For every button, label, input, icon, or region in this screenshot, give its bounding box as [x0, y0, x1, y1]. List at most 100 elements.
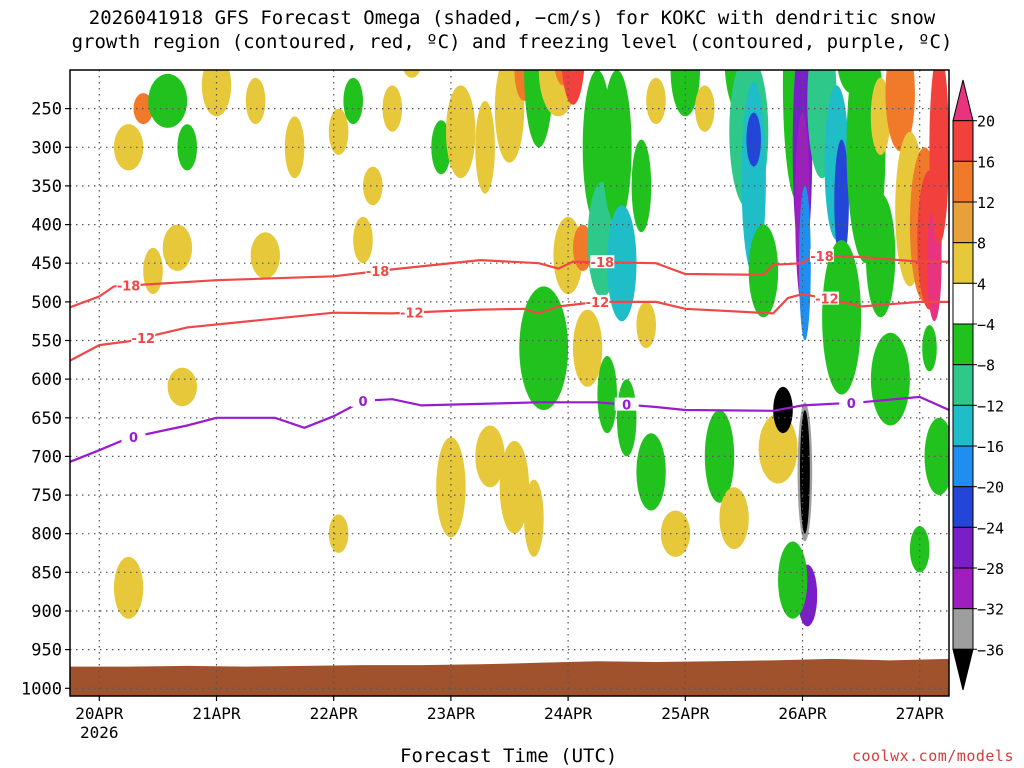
colorbar-label: −8: [977, 357, 995, 375]
colorbar-swatch: [952, 160, 974, 203]
y-tick-label: 400: [31, 216, 62, 236]
colorbar-label: 4: [977, 275, 986, 293]
y-tick-label: 450: [31, 254, 62, 274]
contour-label-bg: [131, 330, 156, 344]
contour-label: -12: [132, 332, 156, 347]
colorbar-label: −16: [977, 438, 1004, 456]
x-tick-label: 26APR: [778, 704, 827, 723]
x-tick-label: 20APR: [75, 704, 124, 723]
omega-cell: [646, 77, 666, 125]
omega-cell: [177, 124, 197, 171]
colorbar-swatch: [952, 282, 974, 325]
x-tick-label: 25APR: [661, 704, 710, 723]
omega-cell: [328, 108, 349, 155]
contour-label-bg: [351, 393, 375, 407]
omega-cell: [572, 309, 603, 387]
colorbar-label: 20: [977, 113, 995, 131]
omega-cell: [870, 332, 910, 426]
omega-cell: [148, 73, 188, 128]
omega-cell: [746, 112, 761, 167]
omega-cell: [284, 116, 305, 179]
omega-cell: [250, 232, 280, 279]
contour-label: -18: [366, 265, 390, 280]
colorbar-label: −12: [977, 397, 1004, 415]
omega-cell: [822, 239, 862, 395]
colorbar-swatch: [952, 526, 974, 569]
omega-cell: [571, 0, 586, 66]
plot-frame: [69, 69, 950, 697]
omega-cell: [113, 556, 144, 619]
omega-cell: [446, 85, 476, 179]
omega-cell: [670, 70, 700, 117]
omega-cell: [436, 437, 466, 538]
omega-cell: [328, 514, 349, 553]
y-tick-label: 750: [31, 486, 62, 506]
contour-label-bg: [590, 255, 615, 269]
omega-cell: [524, 479, 544, 557]
contour-label: 0: [622, 399, 631, 414]
omega-cell: [113, 124, 144, 171]
colorbar-label: −24: [977, 519, 1004, 537]
omega-cell: [924, 417, 949, 495]
x-tick-label: 24APR: [544, 704, 593, 723]
omega-cell: [597, 356, 617, 434]
colorbar-label: −32: [977, 601, 1004, 619]
omega-cell: [800, 410, 810, 534]
y-tick-label: 700: [31, 447, 62, 467]
y-tick-label: 550: [31, 332, 62, 352]
y-tick-label: 250: [31, 100, 62, 120]
omega-cell: [231, 24, 251, 70]
y-tick-label: 300: [31, 138, 62, 158]
chart-title-line-2: growth region (contoured, red, ºC) and f…: [71, 31, 953, 53]
omega-cell: [143, 247, 163, 295]
omega-cell: [885, 70, 915, 152]
omega-cell: [616, 379, 637, 457]
x-tick-sublabel: 2026: [80, 723, 119, 742]
colorbar-label: −4: [977, 316, 995, 334]
contour-label: -12: [815, 293, 839, 308]
colorbar-swatch: [952, 404, 974, 447]
omega-cell: [704, 410, 735, 503]
contour-label: -12: [400, 307, 424, 322]
omega-cell: [353, 216, 373, 264]
y-tick-label: 850: [31, 563, 62, 583]
omega-cell: [499, 440, 530, 534]
omega-cell: [382, 85, 403, 132]
omega-cell: [431, 120, 451, 175]
omega-cell: [412, 24, 432, 55]
contour-label: -18: [591, 256, 615, 271]
colorbar-label: 8: [977, 235, 986, 253]
x-tick-label: 27APR: [896, 704, 945, 723]
colorbar-swatch: [952, 445, 974, 488]
omega-cell: [758, 413, 798, 484]
omega-cell: [636, 433, 666, 511]
omega-cell: [307, 4, 322, 27]
omega-cell: [162, 224, 193, 271]
contour-label-bg: [116, 278, 141, 292]
contour-label-bg: [810, 248, 834, 262]
omega-cell: [834, 139, 849, 264]
colorbar-label: 16: [977, 153, 995, 171]
y-tick-label: 600: [31, 370, 62, 390]
y-tick-label: 1000: [21, 679, 62, 699]
colorbar-swatch: [952, 323, 974, 366]
omega-cell: [748, 224, 779, 318]
omega-cell: [909, 526, 930, 573]
contour-label: 0: [358, 395, 367, 410]
contour-label: 0: [129, 431, 138, 446]
colorbar-label: −36: [977, 641, 1004, 659]
omega-cell: [778, 541, 808, 619]
omega-cell: [167, 367, 197, 407]
omega-cell: [363, 166, 383, 206]
omega-cell: [201, 70, 232, 117]
chart-title-line-1: 2026041918 GFS Forecast Omega (shaded, −…: [88, 7, 936, 29]
y-tick-label: 350: [31, 177, 62, 197]
omega-cell: [519, 286, 569, 411]
omega-cell: [865, 193, 896, 318]
contour-label-bg: [585, 294, 610, 308]
contour-label-bg: [399, 305, 424, 319]
omega-cell: [922, 325, 937, 372]
omega-cell: [870, 77, 891, 155]
contour-label: -12: [586, 296, 610, 311]
